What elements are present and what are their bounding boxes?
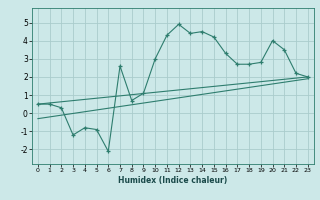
X-axis label: Humidex (Indice chaleur): Humidex (Indice chaleur): [118, 176, 228, 185]
